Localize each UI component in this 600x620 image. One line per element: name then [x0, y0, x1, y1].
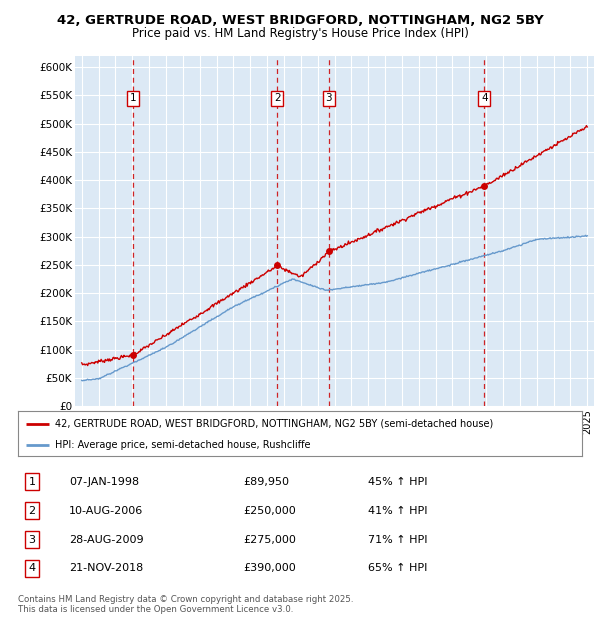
Text: 1: 1 — [130, 93, 136, 103]
Text: Price paid vs. HM Land Registry's House Price Index (HPI): Price paid vs. HM Land Registry's House … — [131, 27, 469, 40]
Text: 65% ↑ HPI: 65% ↑ HPI — [368, 564, 427, 574]
Text: £89,950: £89,950 — [244, 477, 290, 487]
Text: 71% ↑ HPI: 71% ↑ HPI — [368, 534, 427, 544]
Text: 3: 3 — [325, 93, 332, 103]
Text: 42, GERTRUDE ROAD, WEST BRIDGFORD, NOTTINGHAM, NG2 5BY: 42, GERTRUDE ROAD, WEST BRIDGFORD, NOTTI… — [56, 14, 544, 27]
Text: 4: 4 — [29, 564, 35, 574]
Text: Contains HM Land Registry data © Crown copyright and database right 2025.: Contains HM Land Registry data © Crown c… — [18, 595, 353, 604]
Text: 21-NOV-2018: 21-NOV-2018 — [69, 564, 143, 574]
Text: This data is licensed under the Open Government Licence v3.0.: This data is licensed under the Open Gov… — [18, 604, 293, 614]
Text: £250,000: £250,000 — [244, 505, 296, 516]
Text: 2: 2 — [29, 505, 35, 516]
Text: £390,000: £390,000 — [244, 564, 296, 574]
Text: £275,000: £275,000 — [244, 534, 296, 544]
Text: 42, GERTRUDE ROAD, WEST BRIDGFORD, NOTTINGHAM, NG2 5BY (semi-detached house): 42, GERTRUDE ROAD, WEST BRIDGFORD, NOTTI… — [55, 418, 493, 428]
Text: 28-AUG-2009: 28-AUG-2009 — [69, 534, 143, 544]
Text: HPI: Average price, semi-detached house, Rushcliffe: HPI: Average price, semi-detached house,… — [55, 440, 310, 450]
Text: 41% ↑ HPI: 41% ↑ HPI — [368, 505, 427, 516]
Text: 45% ↑ HPI: 45% ↑ HPI — [368, 477, 427, 487]
Text: 2: 2 — [274, 93, 281, 103]
Text: 4: 4 — [481, 93, 488, 103]
Text: 1: 1 — [29, 477, 35, 487]
Text: 10-AUG-2006: 10-AUG-2006 — [69, 505, 143, 516]
Text: 07-JAN-1998: 07-JAN-1998 — [69, 477, 139, 487]
Text: 3: 3 — [29, 534, 35, 544]
